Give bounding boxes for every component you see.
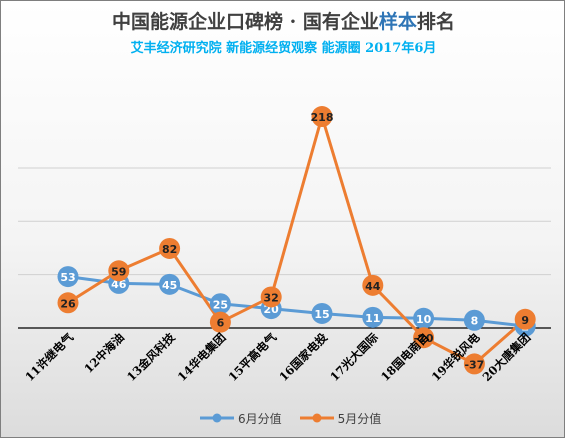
- x-tick-label: 18国电南自: [378, 330, 432, 384]
- data-label-s1-7: -10: [414, 332, 434, 345]
- data-point-s0-3: [209, 293, 231, 315]
- x-tick-label: 16国家电投: [276, 330, 330, 384]
- data-label-s1-5: 218: [311, 111, 334, 124]
- series-lines: [67, 115, 527, 366]
- data-point-s1-3: [209, 311, 231, 333]
- data-label-s1-6: 44: [365, 280, 381, 293]
- legend-item-june: 6月分值: [200, 410, 282, 427]
- data-label-s1-2: 82: [162, 243, 177, 256]
- x-tick-label: 13金风科技: [124, 330, 178, 384]
- data-label-s0-6: 11: [365, 312, 380, 325]
- data-point-s1-6: [362, 274, 384, 296]
- data-point-s1-9: [514, 308, 536, 330]
- data-label-s1-4: 32: [264, 291, 279, 304]
- data-label-s1-1: 59: [111, 265, 126, 278]
- data-label-s0-8: 8: [471, 315, 479, 328]
- data-label-s0-2: 45: [162, 279, 177, 292]
- legend-swatch-may: [299, 413, 334, 423]
- data-label-s1-8: -37: [464, 358, 484, 371]
- chart-subtitle: 艾丰经济研究院 新能源经贸观察 能源圈 2017年6月: [130, 41, 437, 56]
- legend-label-june: 6月分值: [238, 411, 282, 426]
- data-point-s1-7: [413, 327, 435, 349]
- legend-swatch-june: [200, 413, 234, 423]
- legend-label-may: 5月分值: [337, 411, 382, 426]
- legend: 6月分值 5月分值: [200, 408, 381, 428]
- data-point-s1-2: [159, 237, 181, 259]
- data-label-s0-1: 46: [111, 278, 127, 291]
- chart-title: 中国能源企业口碑榜 · 国有企业样本排名: [112, 11, 455, 33]
- data-label-s1-9: 9: [521, 314, 529, 327]
- data-point-s1-1: [108, 260, 130, 282]
- data-label-s1-0: 26: [60, 297, 76, 310]
- data-label-s0-5: 15: [314, 308, 329, 321]
- data-label-s0-3: 25: [213, 298, 228, 311]
- data-point-s0-8: [463, 309, 485, 331]
- x-tick-label: 17光大国际: [327, 330, 381, 384]
- x-tick-label: 11许继电气: [22, 330, 76, 384]
- data-point-s1-4: [260, 286, 282, 308]
- data-label-s1-3: 6: [217, 317, 225, 330]
- x-tick-label: 15平高电气: [226, 330, 280, 384]
- x-tick-label: 12中海油: [81, 330, 127, 376]
- data-point-s0-6: [362, 306, 384, 328]
- x-tick-label: 20大唐集团: [480, 330, 534, 384]
- data-point-s0-7: [413, 307, 435, 329]
- data-point-s0-0: [57, 266, 79, 288]
- data-label-s0-0: 53: [60, 271, 75, 284]
- data-point-s1-0: [57, 292, 79, 314]
- series-line-1: [67, 115, 527, 366]
- data-point-s0-2: [159, 273, 181, 295]
- series-markers: 53464525201511108226598263221844-10-379: [57, 106, 536, 375]
- x-axis-labels: 11许继电气 12中海油13金风科技14华电集团15平高电气16国家电投17光大国…: [22, 330, 533, 384]
- series-line-0: [67, 275, 526, 328]
- gridlines: [18, 167, 551, 329]
- data-point-s1-8: [463, 353, 485, 375]
- data-point-s0-5: [311, 302, 333, 324]
- x-tick-label: 14华电集团: [175, 330, 229, 384]
- legend-item-may: 5月分值: [299, 410, 382, 427]
- data-point-s1-5: [311, 106, 333, 128]
- data-label-s0-7: 10: [416, 313, 432, 326]
